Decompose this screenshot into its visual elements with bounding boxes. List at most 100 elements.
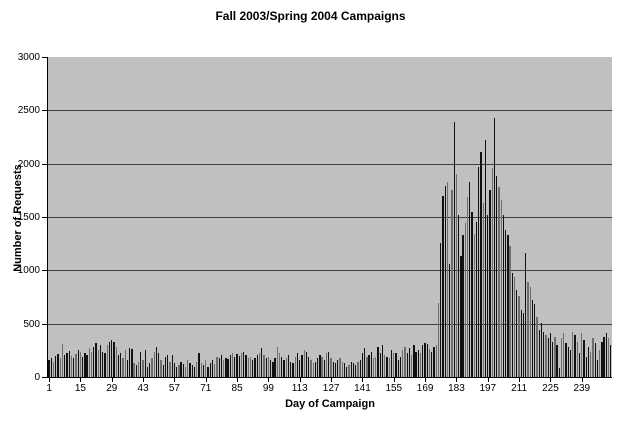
bar-day-241 xyxy=(585,356,587,377)
bar-day-7 xyxy=(61,344,64,377)
y-tick-label-1500: 1500 xyxy=(17,212,40,223)
bar-day-198 xyxy=(489,190,491,377)
bar-day-52 xyxy=(162,365,164,377)
y-tick-mark-1500 xyxy=(42,217,47,218)
gridline-2500 xyxy=(48,110,612,112)
bar-day-223 xyxy=(545,334,547,377)
bar-day-22 xyxy=(95,343,97,377)
bar-day-116 xyxy=(305,352,308,377)
bar-day-200 xyxy=(493,117,496,377)
y-tick-mark-1000 xyxy=(42,270,47,272)
x-tick-mark-155 xyxy=(393,378,395,382)
bar-day-105 xyxy=(281,356,283,377)
y-tick-mark-500 xyxy=(42,323,47,325)
bar-day-115 xyxy=(303,350,305,377)
bar-day-166 xyxy=(417,350,419,377)
bar-day-181 xyxy=(451,190,453,377)
gridline-2000 xyxy=(48,163,612,165)
bar-day-248 xyxy=(601,341,603,377)
bar-day-250 xyxy=(605,333,607,377)
bar-day-69 xyxy=(200,363,202,377)
bar-day-64 xyxy=(189,363,191,377)
bar-day-190 xyxy=(471,211,473,377)
bar-day-63 xyxy=(187,360,189,377)
bar-day-29 xyxy=(111,340,113,377)
bar-day-100 xyxy=(270,360,272,377)
bar-day-139 xyxy=(357,361,359,377)
x-tick-label-43: 43 xyxy=(137,383,149,394)
bar-day-228 xyxy=(556,345,558,377)
x-tick-label-169: 169 xyxy=(416,383,434,394)
x-tick-label-1: 1 xyxy=(46,383,52,394)
bar-day-176 xyxy=(440,242,442,377)
gridline-500 xyxy=(48,323,612,325)
bar-day-147 xyxy=(375,356,377,377)
bar-day-140 xyxy=(359,360,361,377)
bar-day-161 xyxy=(406,353,408,377)
bar-day-194 xyxy=(480,151,482,377)
bar-day-191 xyxy=(473,234,475,377)
bar-day-85 xyxy=(236,354,238,377)
bar-day-219 xyxy=(536,316,538,377)
x-tick-label-127: 127 xyxy=(322,383,340,394)
bar-day-131 xyxy=(339,358,341,377)
bar-day-203 xyxy=(500,199,502,377)
x-tick-mark-127 xyxy=(331,378,333,382)
bar-day-96 xyxy=(261,347,263,377)
bar-day-185 xyxy=(460,256,462,377)
bar-day-19 xyxy=(88,348,90,377)
bar-day-197 xyxy=(487,214,489,377)
bar-day-243 xyxy=(590,351,592,377)
bar-day-53 xyxy=(164,356,167,377)
bar-day-61 xyxy=(182,364,184,377)
bar-day-58 xyxy=(176,366,178,377)
bar-day-142 xyxy=(364,348,366,377)
bar-day-229 xyxy=(558,368,560,377)
bar-day-68 xyxy=(198,353,200,377)
x-tick-label-15: 15 xyxy=(74,383,86,394)
bar-day-110 xyxy=(292,363,294,377)
bar-day-46 xyxy=(149,363,151,377)
y-tick-label-1000: 1000 xyxy=(17,265,40,277)
bar-day-175 xyxy=(437,303,440,377)
x-tick-mark-71 xyxy=(205,378,207,382)
bar-day-106 xyxy=(283,360,285,377)
bar-day-150 xyxy=(381,345,384,377)
bar-day-211 xyxy=(518,295,520,377)
bar-day-244 xyxy=(592,338,594,377)
y-tick-mark-2500 xyxy=(42,110,47,112)
x-tick-mark-197 xyxy=(487,378,489,382)
bar-day-122 xyxy=(319,355,321,377)
bar-day-32 xyxy=(117,355,120,377)
y-tick-label-0: 0 xyxy=(34,372,40,383)
bar-day-113 xyxy=(299,360,301,377)
bar-day-10 xyxy=(68,350,70,377)
bar-day-76 xyxy=(216,356,218,377)
bar-day-124 xyxy=(323,360,325,377)
bar-day-232 xyxy=(565,343,567,377)
bar-day-44 xyxy=(144,350,146,377)
bar-day-81 xyxy=(227,358,229,377)
x-tick-mark-29 xyxy=(111,378,113,382)
bar-day-173 xyxy=(433,347,435,377)
x-tick-label-99: 99 xyxy=(262,383,274,394)
bar-day-30 xyxy=(113,342,115,377)
bar-day-195 xyxy=(482,203,484,377)
x-tick-label-113: 113 xyxy=(291,383,308,394)
bar-day-119 xyxy=(312,363,314,377)
bar-day-239 xyxy=(581,333,583,377)
bar-day-112 xyxy=(296,353,299,377)
x-tick-label-71: 71 xyxy=(200,383,212,394)
x-tick-mark-113 xyxy=(299,378,301,382)
bar-day-169 xyxy=(424,343,426,377)
bar-day-26 xyxy=(104,353,106,377)
bar-day-91 xyxy=(249,356,252,377)
bar-day-196 xyxy=(484,140,487,377)
x-tick-mark-169 xyxy=(425,378,427,382)
bar-day-170 xyxy=(426,343,428,377)
bar-day-236 xyxy=(574,334,576,377)
bar-day-101 xyxy=(272,361,274,377)
bar-day-111 xyxy=(294,356,296,377)
bar-day-252 xyxy=(610,345,612,377)
